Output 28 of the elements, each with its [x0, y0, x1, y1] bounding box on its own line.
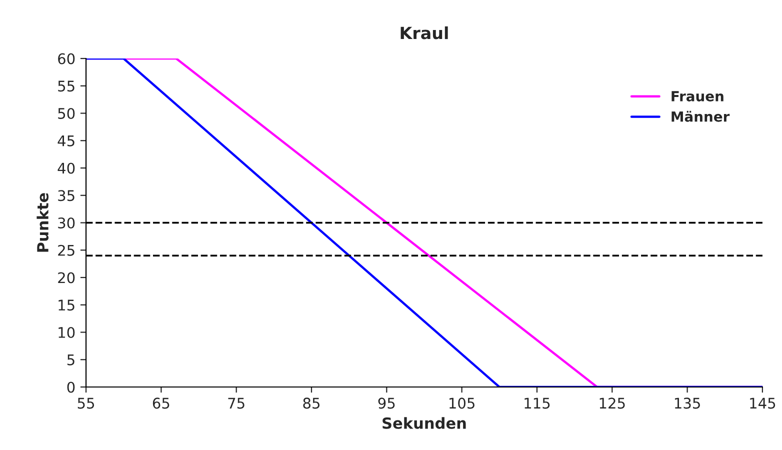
x-tick-label: 55: [78, 398, 94, 409]
y-tick-label: 20: [58, 272, 75, 284]
x-tick-label: 145: [750, 398, 776, 409]
x-tick-label: 65: [152, 398, 170, 409]
x-tick-label: 95: [378, 398, 395, 409]
y-tick-label: 10: [58, 326, 75, 338]
y-tick-label: 50: [58, 108, 75, 119]
chart-title: Kraul: [400, 26, 448, 40]
y-tick-label: 60: [58, 53, 75, 64]
x-tick-label: 135: [674, 398, 700, 409]
y-tick-label: 40: [58, 162, 75, 174]
y-tick-label: 55: [58, 80, 74, 92]
x-tick-label: 85: [303, 398, 320, 409]
y-tick-label: 45: [58, 136, 74, 146]
x-tick-label: 105: [450, 398, 474, 409]
x-tick-label: 115: [524, 398, 550, 409]
x-tick-label: 125: [600, 398, 625, 409]
y-tick-label: 30: [58, 217, 75, 228]
legend-label: Männer: [672, 110, 730, 122]
y-tick-label: 5: [67, 354, 74, 366]
x-tick-label: 75: [228, 398, 244, 409]
y-tick-label: 25: [58, 244, 74, 256]
legend-label: Frauen: [672, 91, 724, 102]
y-axis-title: Punkte: [36, 193, 49, 252]
y-tick-label: 35: [58, 190, 74, 202]
y-tick-label: 0: [67, 382, 75, 393]
y-tick-label: 15: [58, 300, 74, 311]
x-axis-title: Sekunden: [382, 417, 466, 429]
